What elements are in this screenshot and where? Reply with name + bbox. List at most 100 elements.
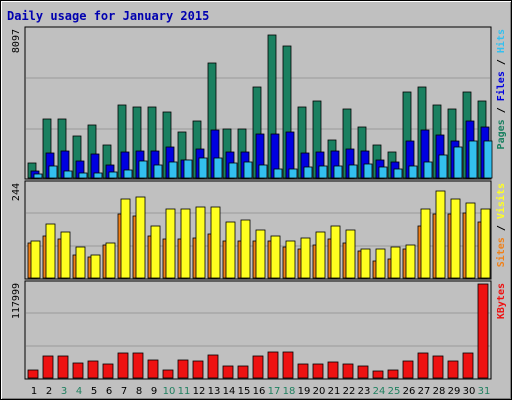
bar-kbytes-day-10	[162, 369, 174, 379]
bar-hits-day-5	[93, 172, 103, 179]
bar-visits-day-13	[210, 206, 221, 279]
bar-kbytes-day-8	[132, 352, 144, 379]
bar-visits-day-18	[285, 240, 296, 279]
bar-visits-day-20	[315, 231, 326, 279]
day-label-15: 15	[238, 386, 251, 397]
bar-visits-day-14	[225, 221, 236, 279]
bar-kbytes-day-13	[207, 354, 219, 379]
day-label-21: 21	[328, 386, 341, 397]
day-label-23: 23	[358, 386, 371, 397]
bar-hits-day-29	[453, 146, 463, 179]
bar-hits-day-7	[123, 169, 133, 179]
legend-visits: Visits	[495, 183, 507, 219]
day-label-6: 6	[106, 386, 112, 397]
bar-visits-day-31	[480, 208, 491, 279]
bar-kbytes-day-28	[432, 355, 444, 379]
day-label-8: 8	[136, 386, 142, 397]
panel-top-legend: Pages / Files / Hits	[495, 29, 507, 149]
bar-kbytes-day-7	[117, 352, 129, 379]
day-label-7: 7	[121, 386, 127, 397]
legend-kbytes: KBytes	[496, 283, 507, 319]
bar-hits-day-2	[48, 165, 58, 179]
bar-hits-day-17	[273, 168, 283, 179]
day-label-5: 5	[91, 386, 97, 397]
panel-middle-legend: Sites / Visits	[495, 183, 507, 267]
bar-visits-day-3	[60, 231, 71, 279]
bar-hits-day-1	[33, 173, 43, 179]
bar-kbytes-day-14	[222, 365, 234, 379]
bar-visits-day-17	[270, 235, 281, 279]
chart-title: Daily usage for January 2015	[7, 9, 209, 23]
day-label-14: 14	[223, 386, 236, 397]
day-label-9: 9	[151, 386, 157, 397]
legend-sites: Sites	[495, 237, 507, 267]
bar-hits-day-25	[393, 168, 403, 179]
day-label-31: 31	[478, 386, 491, 397]
bar-visits-day-15	[240, 219, 251, 279]
day-label-12: 12	[193, 386, 206, 397]
bar-kbytes-day-2	[42, 355, 54, 379]
day-label-19: 19	[298, 386, 311, 397]
bar-kbytes-day-26	[402, 360, 414, 379]
day-label-29: 29	[448, 386, 461, 397]
bar-visits-day-21	[330, 225, 341, 279]
legend-separator: /	[496, 219, 507, 237]
bar-hits-day-22	[348, 164, 358, 179]
bar-visits-day-22	[345, 229, 356, 279]
bar-hits-day-20	[318, 165, 328, 179]
bar-hits-day-14	[228, 162, 238, 179]
day-label-26: 26	[403, 386, 416, 397]
bar-visits-day-29	[450, 198, 461, 279]
bar-visits-day-28	[435, 190, 446, 279]
panel-top-ymax-label: 8097	[11, 29, 22, 53]
bar-kbytes-day-29	[447, 360, 459, 379]
bar-visits-day-6	[105, 242, 116, 279]
bar-visits-day-12	[195, 206, 206, 279]
bar-visits-day-26	[405, 244, 416, 279]
day-label-2: 2	[46, 386, 52, 397]
bar-visits-day-23	[360, 248, 371, 279]
day-label-22: 22	[343, 386, 356, 397]
day-label-17: 17	[268, 386, 281, 397]
day-label-25: 25	[388, 386, 401, 397]
panel-bottom-legend: KBytes	[496, 283, 507, 319]
bar-visits-day-1	[30, 240, 41, 279]
bar-kbytes-day-17	[267, 351, 279, 379]
bar-visits-day-30	[465, 202, 476, 279]
bar-hits-day-27	[423, 161, 433, 179]
bar-kbytes-day-23	[357, 365, 369, 379]
day-label-10: 10	[163, 386, 176, 397]
bar-visits-day-8	[135, 196, 146, 279]
panel-bottom-ymax-label: 117999	[11, 283, 22, 319]
bar-visits-day-24	[375, 248, 386, 279]
bar-visits-day-11	[180, 208, 191, 279]
day-label-1: 1	[31, 386, 37, 397]
panel-middle-ymax-label: 244	[11, 183, 22, 201]
bar-hits-day-3	[63, 170, 73, 179]
day-label-16: 16	[253, 386, 266, 397]
bar-kbytes-day-30	[462, 352, 474, 379]
bar-kbytes-day-15	[237, 365, 249, 379]
bar-hits-day-21	[333, 165, 343, 179]
bar-hits-day-24	[378, 166, 388, 179]
bar-visits-day-7	[120, 198, 131, 279]
bar-hits-day-8	[138, 160, 148, 179]
bar-visits-day-25	[390, 246, 401, 279]
bar-visits-day-4	[75, 246, 86, 279]
bar-hits-day-12	[198, 157, 208, 179]
day-label-30: 30	[463, 386, 476, 397]
bar-visits-day-5	[90, 254, 101, 279]
bar-hits-day-11	[183, 159, 193, 179]
bar-kbytes-day-19	[297, 363, 309, 379]
day-label-4: 4	[76, 386, 82, 397]
day-label-27: 27	[418, 386, 431, 397]
bar-kbytes-day-4	[72, 362, 84, 379]
bar-kbytes-day-24	[372, 370, 384, 379]
bar-hits-day-28	[438, 154, 448, 179]
day-label-24: 24	[373, 386, 386, 397]
bar-hits-day-23	[363, 163, 373, 179]
bar-kbytes-day-12	[192, 360, 204, 379]
day-label-11: 11	[178, 386, 191, 397]
